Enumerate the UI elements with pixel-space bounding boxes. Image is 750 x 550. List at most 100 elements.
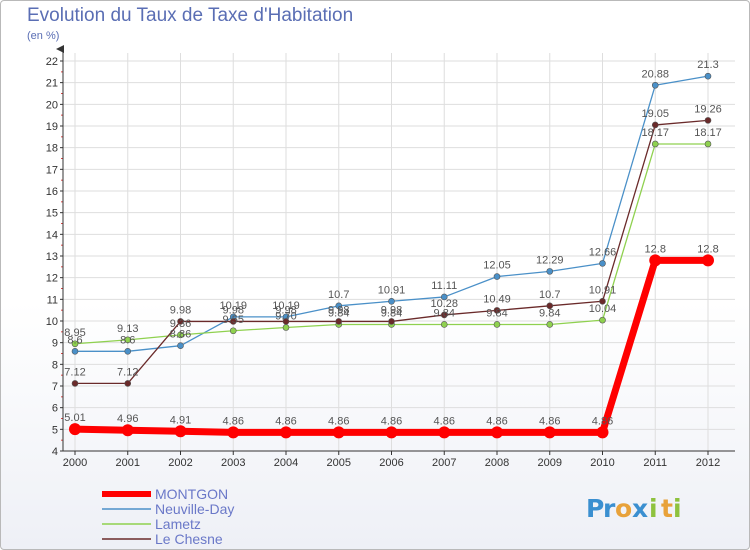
data-point [227, 426, 240, 439]
data-point [388, 318, 395, 325]
y-tick-label: 9 [52, 338, 58, 350]
data-point [546, 321, 554, 328]
data-point [332, 426, 345, 439]
data-point [704, 140, 712, 148]
y-tick-label: 17 [46, 164, 58, 176]
data-label: 19.26 [694, 103, 722, 115]
data-label: 4.86 [434, 415, 455, 427]
data-point [177, 318, 184, 325]
data-label: 5.01 [64, 412, 85, 424]
data-label-layer: 5.01 4.96 4.91 4.86 4.86 4.86 4.86 4.86 4.86 4.86… [64, 59, 721, 427]
data-point [440, 321, 448, 328]
logo-letter: r [603, 494, 616, 523]
data-label: 12.05 [483, 260, 511, 272]
data-label: 9.36 [170, 318, 191, 330]
data-label: 19.05 [641, 108, 669, 120]
data-point [599, 297, 606, 305]
data-point [651, 121, 659, 129]
data-label: 9.98 [275, 304, 296, 316]
x-tick-label: 2006 [379, 457, 403, 469]
x-tick-label: 2001 [116, 457, 140, 469]
y-tick-label: 4 [52, 446, 58, 458]
data-point [282, 318, 290, 325]
x-tick-label: 2012 [696, 457, 720, 469]
legend-label: Le Chesne [155, 531, 223, 547]
data-label: 4.86 [275, 415, 296, 427]
legend-label: Neuville-Day [155, 501, 234, 517]
data-point [335, 302, 343, 310]
y-tick-label: 7 [52, 381, 58, 393]
data-label: 12.66 [589, 246, 617, 258]
legend-label: MONTGON [155, 486, 228, 502]
data-label: 7.12 [117, 366, 138, 378]
data-point [124, 348, 132, 355]
data-label: 8.6 [67, 334, 82, 346]
data-label: 9.84 [381, 307, 402, 319]
data-point [124, 336, 132, 344]
data-point [596, 426, 609, 439]
data-label: 9.55 [223, 314, 244, 326]
data-label: 8.86 [170, 329, 191, 341]
data-point [229, 327, 237, 335]
data-label: 11.11 [431, 280, 457, 292]
data-point [651, 140, 659, 148]
x-tick-label: 2009 [538, 457, 562, 469]
data-label: 4.86 [592, 415, 613, 427]
data-label: 10.19 [272, 300, 300, 312]
data-point [440, 293, 448, 301]
data-point [651, 81, 659, 89]
data-point [121, 424, 134, 437]
data-label: 10.91 [589, 284, 617, 296]
data-point [177, 331, 184, 339]
series-layer [69, 72, 714, 439]
y-tick-label: 12 [46, 273, 58, 285]
data-point [546, 302, 554, 310]
logo-letter: i [673, 494, 682, 523]
data-point [493, 321, 501, 328]
x-tick-label: 2010 [590, 457, 614, 469]
data-label: 4.86 [539, 415, 560, 427]
x-tick-label: 2000 [63, 457, 87, 469]
data-label: 10.7 [539, 289, 560, 301]
data-label: 10.7 [328, 289, 349, 301]
data-label: 9.98 [381, 304, 402, 316]
data-point [491, 426, 503, 439]
data-point [385, 426, 398, 439]
y-tick-label: 8 [52, 359, 58, 371]
data-point [280, 426, 292, 439]
data-point [493, 307, 501, 314]
data-point [69, 423, 81, 436]
logo-letter: t [661, 494, 673, 523]
data-label: 9.84 [328, 307, 349, 319]
data-label: 12.8 [645, 243, 666, 255]
data-label: 18.17 [694, 127, 722, 139]
data-label: 9.98 [170, 304, 191, 316]
data-label: 9.98 [328, 304, 349, 316]
x-tick-label: 2011 [643, 457, 667, 469]
data-point [174, 425, 187, 438]
y-tick-label: 22 [46, 56, 58, 68]
x-tick-label: 2005 [327, 457, 351, 469]
data-label: 9.84 [486, 307, 507, 319]
data-point [124, 380, 132, 387]
data-label: 8.95 [64, 327, 85, 339]
data-label: 9.84 [434, 307, 455, 319]
data-point [599, 316, 606, 324]
data-label: 10.04 [589, 303, 617, 315]
data-point [599, 260, 606, 267]
data-label: 4.96 [117, 413, 138, 425]
data-point [177, 342, 184, 350]
data-point [546, 268, 554, 275]
x-tick-label: 2002 [168, 457, 192, 469]
logo-letter: o [615, 494, 632, 523]
proxiti-logo: Pr o x i t i [586, 494, 682, 523]
axis-layer: 4 5 6 7 8 9 10 11 12 13 14 15 16 17 18 19 20 21 22 2000 2001… [46, 45, 735, 469]
x-tick-label: 2008 [485, 457, 509, 469]
data-label: 9.70 [275, 311, 296, 323]
data-label: 4.86 [486, 415, 507, 427]
data-point [71, 340, 79, 348]
data-point [71, 380, 79, 387]
data-point [440, 311, 448, 319]
